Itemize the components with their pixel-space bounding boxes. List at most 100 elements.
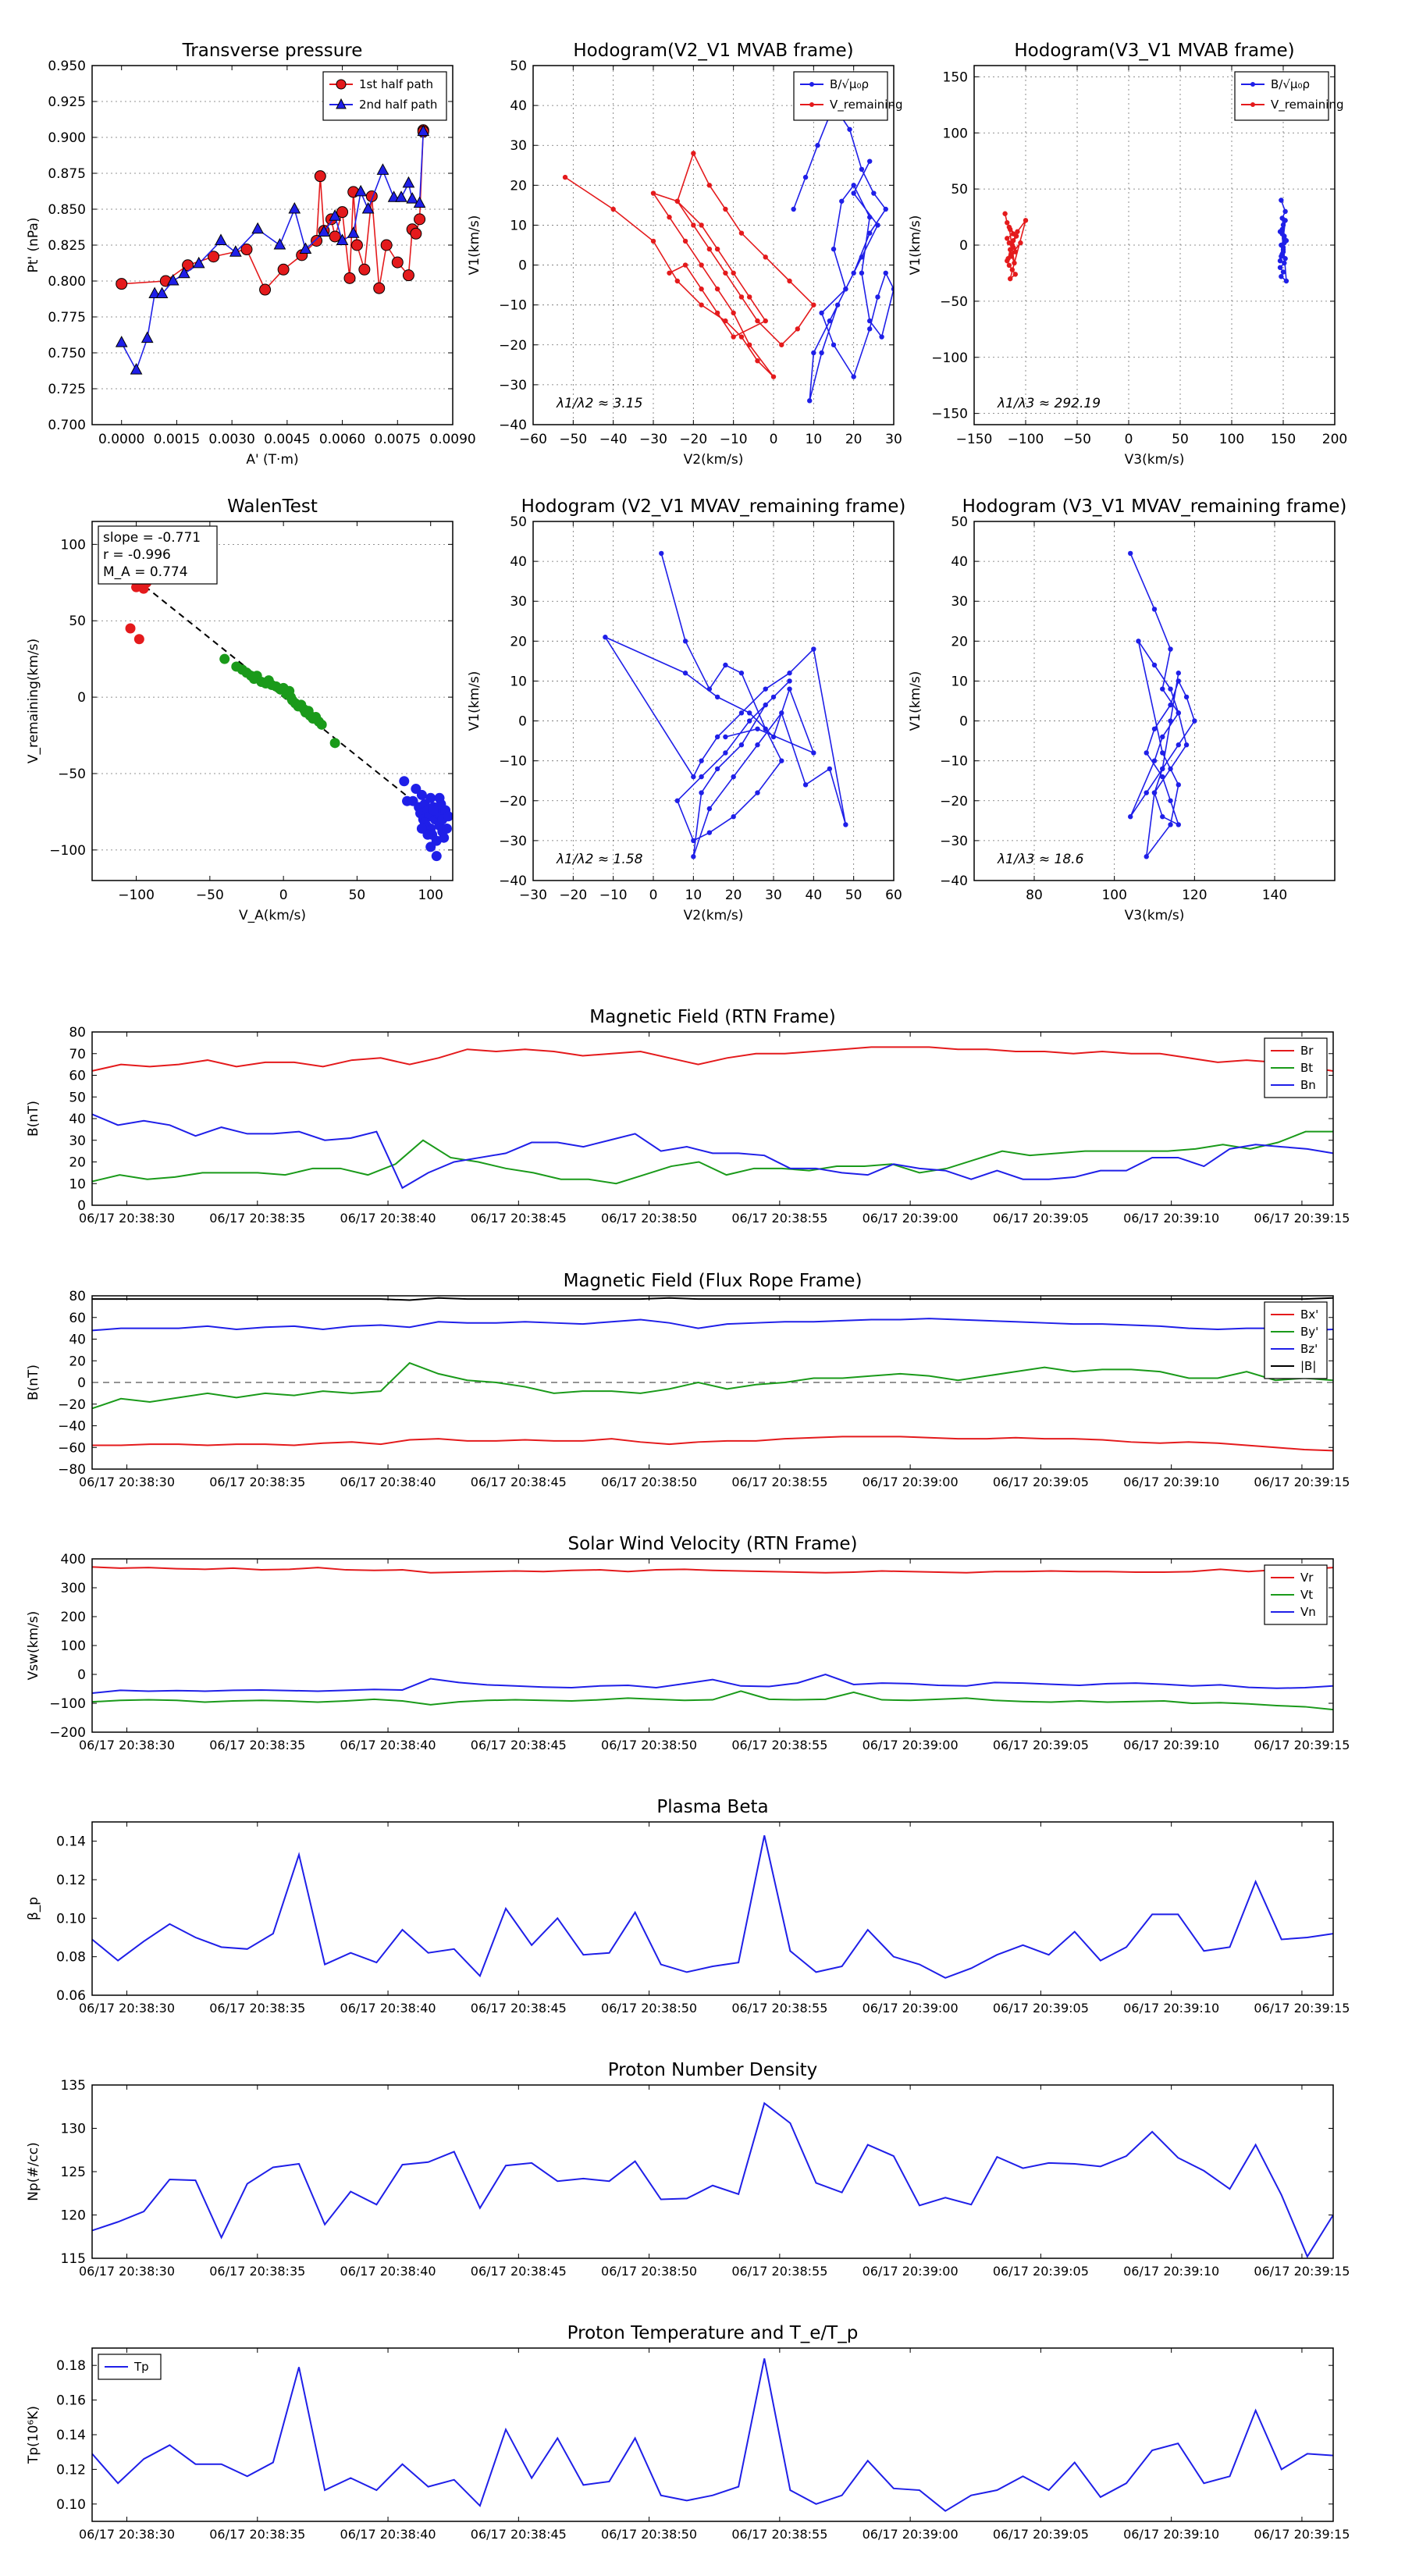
legend-label: V_remaining xyxy=(1271,98,1344,112)
y-tick-label: 0.800 xyxy=(48,274,86,290)
data-point xyxy=(425,792,436,803)
chart-bfield: Magnetic Field (RTN Frame) 0 10 20 30 40 50 60 7… xyxy=(26,1007,1350,1226)
x-tick-label: 80 xyxy=(1026,888,1043,903)
x-tick-label: 0.0075 xyxy=(375,432,421,447)
series-line-Bz' xyxy=(92,1318,1333,1332)
y-tick-label: 30 xyxy=(69,1133,86,1149)
data-point xyxy=(1280,269,1286,275)
x-tick-label: 50 xyxy=(845,888,863,903)
data-point xyxy=(691,854,696,859)
data-point xyxy=(140,331,154,343)
data-point xyxy=(251,222,264,234)
data-point xyxy=(891,286,894,292)
data-point xyxy=(691,151,696,156)
axes-frame xyxy=(91,1031,1334,1206)
data-point xyxy=(1279,197,1284,203)
x-tick-label: 06/17 20:38:40 xyxy=(340,2527,436,2542)
axes-frame xyxy=(91,1558,1334,1733)
legend-marker xyxy=(1250,82,1255,87)
x-axis-label: V3(km/s) xyxy=(1125,908,1185,923)
series-line-Br xyxy=(92,1046,1333,1072)
y-tick-label: −200 xyxy=(49,1725,86,1741)
y-tick-label: −60 xyxy=(58,1440,86,1456)
data-point xyxy=(747,294,752,300)
data-point xyxy=(406,192,418,204)
x-tick-label: 06/17 20:39:00 xyxy=(863,2527,959,2542)
x-tick-label: 06/17 20:38:55 xyxy=(731,2527,827,2542)
data-point xyxy=(116,278,128,290)
data-point xyxy=(1009,267,1016,272)
y-tick-label: 135 xyxy=(61,2078,86,2094)
x-tick-label: 06/17 20:38:35 xyxy=(209,2264,305,2279)
data-point xyxy=(811,750,816,756)
y-tick-label: −50 xyxy=(58,767,86,782)
data-point xyxy=(425,841,436,852)
data-point xyxy=(819,310,824,316)
data-point xyxy=(779,710,784,716)
data-point xyxy=(1183,694,1190,700)
y-axis-label: V_remaining(km/s) xyxy=(26,639,41,763)
y-tick-label: −40 xyxy=(940,873,968,889)
data-point xyxy=(1282,208,1288,215)
chart-flux: Magnetic Field (Flux Rope Frame) −80 −60 −4… xyxy=(26,1271,1350,1489)
legend-marker xyxy=(336,98,347,109)
data-point xyxy=(763,318,768,324)
data-point xyxy=(706,686,713,692)
data-point xyxy=(439,832,450,843)
legend-label: B/√μ₀ρ xyxy=(830,77,869,91)
data-point xyxy=(747,718,752,724)
data-point xyxy=(738,230,745,236)
chart-title: Magnetic Field (Flux Rope Frame) xyxy=(564,1271,863,1291)
data-point xyxy=(1002,211,1008,216)
data-point xyxy=(747,342,752,347)
series-line-V_remaining xyxy=(564,151,815,378)
plot-area xyxy=(603,550,848,859)
y-tick-label: 125 xyxy=(61,2165,86,2180)
x-tick-label: 0.0045 xyxy=(264,432,310,447)
chart-title: Hodogram (V2_V1 MVAV_remaining frame) xyxy=(521,496,906,517)
data-point xyxy=(1168,646,1173,652)
data-point xyxy=(770,694,777,700)
data-point xyxy=(859,270,865,276)
data-point xyxy=(1176,822,1182,827)
y-tick-label: 40 xyxy=(951,554,968,570)
y-tick-label: 10 xyxy=(951,674,968,689)
data-point xyxy=(350,239,363,251)
data-point xyxy=(1160,734,1165,740)
data-point xyxy=(318,225,330,237)
chart-title: Magnetic Field (RTN Frame) xyxy=(589,1007,836,1027)
legend-label: By' xyxy=(1300,1325,1318,1339)
chart-title: Hodogram(V2_V1 MVAB frame) xyxy=(573,41,853,61)
data-point xyxy=(787,278,792,284)
x-tick-label: 30 xyxy=(765,888,782,903)
y-tick-label: 0 xyxy=(77,1667,86,1683)
x-tick-label: −50 xyxy=(196,888,224,903)
data-point xyxy=(871,190,877,196)
series-line-Bx' xyxy=(92,1436,1333,1452)
x-tick-label: 60 xyxy=(885,888,902,903)
data-point xyxy=(770,374,777,379)
data-point xyxy=(795,326,800,332)
y-tick-label: 60 xyxy=(69,1311,86,1326)
data-point xyxy=(731,814,736,820)
data-point xyxy=(650,190,656,196)
data-point xyxy=(1008,251,1014,257)
x-tick-label: 06/17 20:39:15 xyxy=(1254,1738,1350,1752)
data-point xyxy=(1277,265,1283,270)
y-tick-label: 50 xyxy=(69,1090,86,1105)
y-tick-label: 40 xyxy=(69,1112,86,1127)
series-line-Tp xyxy=(92,2358,1333,2512)
series-line-Np xyxy=(92,2101,1333,2258)
y-tick-label: 40 xyxy=(69,1332,86,1348)
data-point xyxy=(1176,742,1182,748)
chart-vsw: Solar Wind Velocity (RTN Frame) −200 −100 0… xyxy=(26,1534,1350,1752)
x-tick-label: 06/17 20:38:40 xyxy=(340,2001,436,2016)
data-point xyxy=(1280,222,1286,228)
data-point xyxy=(443,811,453,822)
y-tick-label: 0.14 xyxy=(56,2428,86,2443)
y-tick-label: 20 xyxy=(510,178,527,194)
series-line-By' xyxy=(92,1361,1333,1410)
legend-box xyxy=(793,71,888,121)
y-tick-label: 20 xyxy=(510,634,527,649)
data-point xyxy=(1151,758,1158,763)
